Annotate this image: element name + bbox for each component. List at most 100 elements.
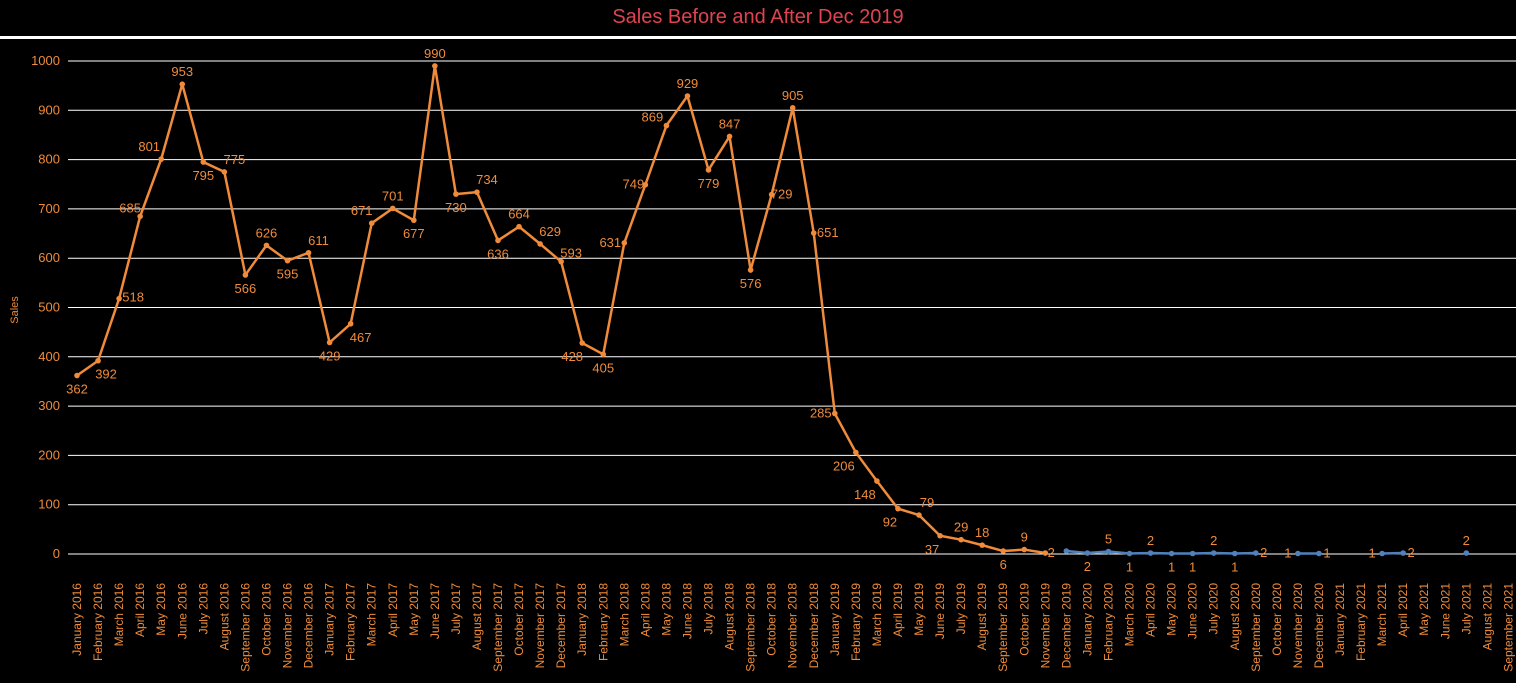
x-tick-label: March 2017 [365,583,379,647]
data-label: 362 [66,382,88,397]
data-point [1168,550,1175,557]
x-tick-label: August 2019 [975,583,989,651]
data-label: 2 [1260,545,1267,560]
data-label: 429 [319,349,341,364]
data-label: 206 [833,458,855,473]
x-tick-label: September 2019 [996,583,1010,672]
data-point [95,357,101,364]
data-point [411,217,417,224]
x-tick-label: April 2018 [638,583,652,637]
data-point [263,242,270,249]
data-point [1042,550,1049,556]
data-label: 593 [560,246,582,261]
x-tick-label: September 2016 [238,583,252,672]
data-point [1189,550,1196,557]
x-tick-label: April 2016 [133,583,147,637]
x-tick-label: November 2019 [1038,583,1052,669]
data-point [1210,550,1217,556]
x-tick-label: September 2020 [1249,583,1263,672]
data-label: 990 [424,46,446,61]
data-point [642,181,649,188]
data-point [1253,550,1259,556]
data-point [810,230,817,236]
x-tick-label: January 2016 [70,583,84,656]
data-label: 795 [192,168,214,183]
x-tick-label: February 2020 [1101,583,1115,661]
data-label: 1 [1284,546,1291,561]
x-tick-label: June 2019 [933,583,947,639]
data-label: 2 [1210,533,1217,548]
x-tick-label: April 2019 [891,583,905,637]
data-label: 1 [1323,546,1330,561]
data-point [1000,548,1006,554]
x-tick-label: December 2018 [807,583,821,669]
x-tick-label: August 2020 [1228,583,1242,651]
data-point [389,205,396,212]
data-label: 5 [1105,532,1112,547]
y-tick-label: 800 [38,152,60,167]
series-lines [76,64,1404,555]
y-axis-label: Sales [9,296,21,324]
data-label: 953 [171,64,193,79]
x-tick-label: April 2020 [1144,583,1158,637]
y-tick-label: 400 [38,349,60,364]
data-label: 37 [925,542,939,557]
x-tick-label: February 2021 [1354,583,1368,661]
data-point [305,249,312,256]
data-label: 1 [1126,560,1133,575]
data-label: 730 [445,200,467,215]
data-label: 775 [223,152,245,167]
title-divider [0,36,1516,39]
data-point [1379,550,1385,557]
data-point [916,512,922,518]
x-tick-label: May 2021 [1417,583,1431,636]
data-point [579,340,585,346]
y-axis-ticks: 0 100 200 300 400 500 600 700 800 900 1000 [31,53,60,561]
data-label: 79 [920,495,934,510]
data-label: 2 [1084,559,1091,574]
data-point [200,159,207,165]
x-tick-label: May 2017 [407,583,421,636]
y-tick-label: 600 [38,250,60,265]
x-tick-label: August 2018 [723,583,737,651]
x-tick-label: May 2016 [154,583,168,636]
data-point [242,272,249,278]
x-tick-label: June 2017 [428,583,442,639]
data-point [516,223,522,230]
x-tick-label: June 2016 [175,583,189,639]
data-point [116,295,122,302]
data-label: 2 [1147,533,1154,548]
x-tick-label: January 2017 [323,583,337,656]
data-label: 148 [854,487,876,502]
data-label: 929 [677,76,699,91]
data-point [221,169,228,175]
data-point [937,532,943,539]
data-label: 392 [95,367,117,382]
data-point [1021,546,1028,553]
data-point [179,81,186,87]
data-label: 611 [308,233,329,248]
x-tick-label: February 2019 [849,583,863,661]
y-tick-label: 1000 [31,53,60,68]
x-tick-label: September 2017 [491,583,505,672]
x-axis-ticks: January 2016 February 2016 March 2016 April… [70,583,1515,672]
data-point [284,257,291,264]
x-tick-label: May 2020 [1165,583,1179,636]
data-label: 2 [1408,545,1415,560]
data-label: 285 [810,405,832,420]
x-tick-label: March 2016 [112,583,126,647]
series-line [1066,549,1256,555]
x-tick-label: December 2019 [1059,583,1073,669]
y-tick-label: 300 [38,398,60,413]
gridlines [68,60,1516,555]
data-points [74,63,1470,557]
data-label: 2 [1463,533,1470,548]
x-tick-label: August 2017 [470,583,484,651]
series-line [76,64,1046,555]
data-label: 6 [1000,557,1007,572]
x-tick-label: February 2016 [91,583,105,661]
x-tick-label: June 2018 [680,583,694,639]
data-label: 734 [476,172,498,187]
x-tick-label: April 2017 [386,583,400,637]
data-point [747,267,754,273]
